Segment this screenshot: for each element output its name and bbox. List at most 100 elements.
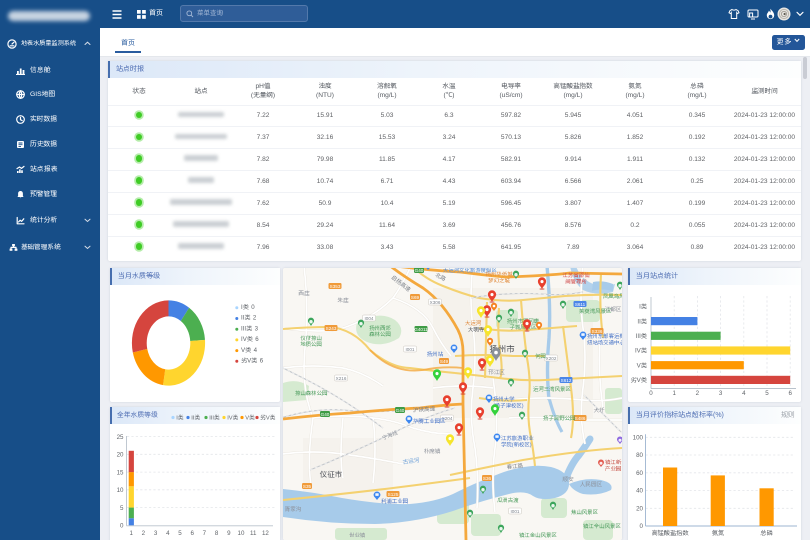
svg-text:4: 4 <box>742 390 746 397</box>
svg-text:X216: X216 <box>336 376 347 381</box>
svg-text:扬州站: 扬州站 <box>427 350 444 358</box>
svg-text:世业镇: 世业镇 <box>349 532 366 539</box>
svg-text:子城风景区: 子城风景区 <box>510 324 538 331</box>
svg-text:S35: S35 <box>303 484 312 489</box>
svg-text:X204: X204 <box>442 416 453 421</box>
svg-text:朴席镇: 朴席镇 <box>424 447 441 455</box>
svg-text:胥家沟: 胥家沟 <box>284 505 302 513</box>
svg-text:大明寺: 大明寺 <box>468 327 485 334</box>
svg-text:V类: V类 <box>637 362 648 369</box>
svg-text:5: 5 <box>765 390 769 397</box>
svg-text:II类: II类 <box>637 318 647 325</box>
svg-text:焦山风景区: 焦山风景区 <box>571 509 599 516</box>
svg-text:S612: S612 <box>561 378 572 383</box>
svg-text:江苏旅游职业: 江苏旅游职业 <box>501 435 534 442</box>
svg-text:8: 8 <box>215 530 219 537</box>
svg-text:利浦工业园: 利浦工业园 <box>381 498 408 505</box>
svg-text:江苏省邵仙: 江苏省邵仙 <box>563 271 590 279</box>
svg-text:I类: I类 <box>176 415 184 422</box>
svg-text:40: 40 <box>636 488 643 495</box>
svg-text:S125: S125 <box>388 492 399 497</box>
svg-text:春江路: 春江路 <box>506 462 523 471</box>
svg-text:0: 0 <box>640 523 644 530</box>
svg-text:80: 80 <box>636 452 643 459</box>
svg-text:20: 20 <box>117 452 124 459</box>
svg-text:茱萸湾风景区: 茱萸湾风景区 <box>579 308 612 315</box>
svg-text:劣V类: 劣V类 <box>630 377 647 384</box>
svg-text:I类 0: I类 0 <box>241 304 255 311</box>
svg-text:15: 15 <box>117 469 124 476</box>
svg-text:X306: X306 <box>430 300 441 305</box>
svg-text:9: 9 <box>227 530 231 537</box>
svg-text:2: 2 <box>142 530 146 537</box>
svg-text:大运河文化旅游度假区: 大运河文化旅游度假区 <box>443 268 498 274</box>
svg-text:总磷: 总磷 <box>760 529 772 537</box>
svg-text:3: 3 <box>719 390 723 397</box>
svg-text:产业园: 产业园 <box>605 466 621 473</box>
svg-text:扬子阅野公园: 扬子阅野公园 <box>543 415 575 422</box>
svg-text:闸管理所: 闸管理所 <box>565 279 587 286</box>
svg-text:瓜洲古渡: 瓜洲古渡 <box>497 496 519 504</box>
svg-text:何园: 何园 <box>535 353 546 360</box>
svg-text:扬州市蜀冈唐: 扬州市蜀冈唐 <box>507 317 540 325</box>
svg-text:古运河: 古运河 <box>402 457 420 466</box>
svg-text:5: 5 <box>120 505 124 512</box>
svg-text:4: 4 <box>166 530 170 537</box>
svg-text:G4011: G4011 <box>414 327 428 332</box>
svg-text:3: 3 <box>154 530 158 537</box>
svg-text:梦幻之城: 梦幻之城 <box>488 278 510 285</box>
svg-text:沪陕高速: 沪陕高速 <box>413 404 436 414</box>
svg-text:7: 7 <box>203 530 207 537</box>
svg-text:扬州华侨城: 扬州华侨城 <box>486 270 514 278</box>
svg-text:12: 12 <box>262 530 269 537</box>
svg-text:2: 2 <box>696 390 700 397</box>
svg-text:V类 4: V类 4 <box>241 347 258 354</box>
svg-text:11: 11 <box>250 530 257 537</box>
svg-text:扬州西郊: 扬州西郊 <box>369 324 391 332</box>
svg-text:S49: S49 <box>440 359 449 364</box>
svg-text:劣V类 6: 劣V类 6 <box>241 358 264 365</box>
svg-text:西庄: 西庄 <box>298 289 310 297</box>
svg-text:S486: S486 <box>575 416 586 421</box>
svg-text:III类 3: III类 3 <box>241 325 259 332</box>
svg-text:I001: I001 <box>406 347 415 352</box>
svg-text:0: 0 <box>649 390 653 397</box>
svg-text:人民园区: 人民园区 <box>580 481 603 488</box>
svg-text:X202: X202 <box>546 356 557 361</box>
svg-text:扬州东部客运枢: 扬州东部客运枢 <box>587 332 622 340</box>
svg-text:朱庄: 朱庄 <box>336 296 349 304</box>
svg-text:江都区: 江都区 <box>605 306 622 313</box>
svg-text:I001: I001 <box>511 509 520 514</box>
svg-text:邗江区: 邗江区 <box>488 369 505 376</box>
svg-text:S336: S336 <box>592 329 603 334</box>
svg-text:0: 0 <box>120 523 124 530</box>
svg-text:1: 1 <box>672 390 676 397</box>
svg-text:华腾工业园区: 华腾工业园区 <box>413 417 446 425</box>
svg-text:I004: I004 <box>365 316 374 321</box>
svg-text:G40: G40 <box>415 268 424 273</box>
svg-text:1: 1 <box>129 530 133 537</box>
svg-text:捺山森林公园: 捺山森林公园 <box>295 390 327 397</box>
svg-text:镇江全山风景区: 镇江全山风景区 <box>583 523 621 530</box>
svg-text:凤凰岛风景区: 凤凰岛风景区 <box>603 293 622 300</box>
svg-text:V类: V类 <box>245 415 255 422</box>
svg-text:大运河: 大运河 <box>465 320 482 327</box>
svg-text:60: 60 <box>636 470 643 477</box>
svg-text:III类: III类 <box>209 415 220 422</box>
svg-text:S69: S69 <box>411 295 420 300</box>
svg-text:仪征捺山: 仪征捺山 <box>300 335 322 342</box>
svg-text:镇江新: 镇江新 <box>605 459 622 466</box>
svg-text:纽站场交通中心: 纽站场交通中心 <box>587 340 622 347</box>
svg-text:S243: S243 <box>326 326 337 331</box>
svg-text:10: 10 <box>238 530 245 537</box>
svg-text:地质公园: 地质公园 <box>300 341 322 348</box>
svg-text:IV类: IV类 <box>227 415 238 422</box>
svg-text:G40: G40 <box>396 408 405 413</box>
svg-text:G40: G40 <box>321 412 330 417</box>
svg-text:100: 100 <box>633 435 644 442</box>
svg-text:(扬子津校区): (扬子津校区) <box>493 402 524 410</box>
svg-text:5: 5 <box>178 530 182 537</box>
svg-text:II类: II类 <box>191 415 200 422</box>
svg-text:20: 20 <box>636 506 643 513</box>
svg-text:S353: S353 <box>330 284 341 289</box>
